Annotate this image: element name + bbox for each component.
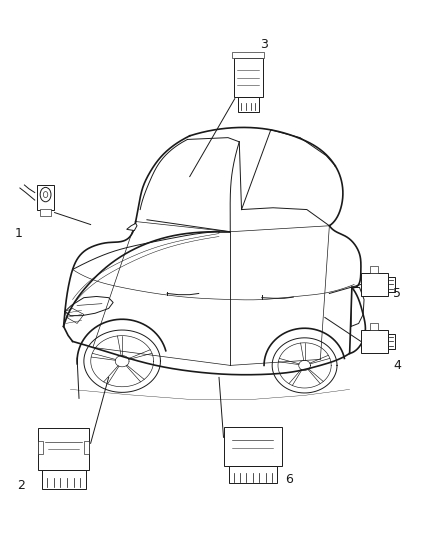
Bar [223,427,282,466]
Text: 5: 5 [393,287,401,300]
Bar [229,466,277,483]
Bar [232,52,265,58]
Bar [38,429,89,470]
Bar [238,97,258,112]
Bar [371,266,378,273]
Bar [388,334,396,349]
Text: 2: 2 [17,479,25,492]
Text: 1: 1 [14,227,22,240]
Bar [40,209,51,216]
Text: 3: 3 [260,38,268,51]
Text: 6: 6 [285,473,293,486]
Bar [371,323,378,330]
Text: 4: 4 [393,359,401,372]
Bar [38,441,43,454]
Bar [84,441,89,454]
Bar [361,273,388,296]
Bar [42,470,85,489]
Bar [37,185,54,210]
Polygon shape [127,223,137,231]
Bar [361,330,388,353]
Bar [388,277,396,292]
Bar [233,58,263,97]
